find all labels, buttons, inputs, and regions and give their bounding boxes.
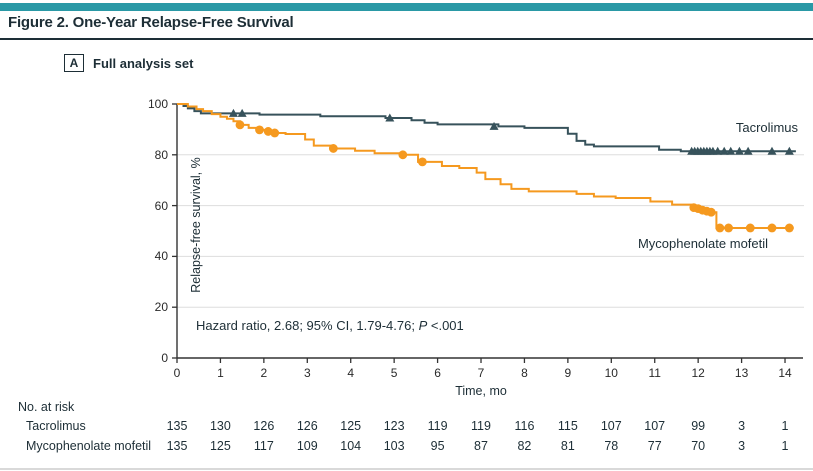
x-tick-label: 0 — [173, 366, 181, 380]
curve-label-tacrolimus: Tacrolimus — [735, 120, 798, 135]
censor-mark-circle — [255, 125, 264, 135]
y-axis-title: Relapse-free survival, % — [189, 157, 203, 293]
risk-count: 3 — [738, 439, 746, 453]
censor-mark-circle — [270, 128, 280, 138]
x-tick-label: 7 — [477, 366, 485, 380]
risk-count: 87 — [474, 439, 488, 453]
y-tick-label: 100 — [147, 97, 168, 111]
censor-mark-triangle — [726, 146, 736, 155]
y-tick-label: 60 — [154, 198, 168, 213]
risk-count: 119 — [427, 419, 448, 433]
risk-count: 116 — [514, 419, 535, 433]
censor-mark-circle — [715, 223, 725, 233]
risk-count: 81 — [560, 439, 575, 453]
censor-mark-circle — [417, 157, 427, 167]
censor-mark-circle — [706, 207, 716, 217]
top-accent-bar — [0, 3, 813, 11]
risk-count: 115 — [557, 419, 578, 433]
risk-count: 125 — [340, 419, 362, 433]
panel-label: Full analysis set — [93, 55, 194, 71]
risk-count: 99 — [691, 419, 706, 433]
risk-count: 70 — [691, 439, 706, 453]
risk-count: 78 — [604, 439, 619, 453]
series-mycophenolate-mofetil — [177, 103, 794, 233]
curve-label-mycophenolate: Mycophenolate mofetil — [637, 236, 769, 251]
x-tick-label: 9 — [564, 366, 572, 380]
x-tick-label: 14 — [778, 366, 792, 380]
risk-count: 82 — [517, 439, 532, 453]
risk-row-label-tacrolimus: Tacrolimus — [26, 419, 86, 433]
censor-mark-triangle — [489, 121, 499, 130]
censor-mark-triangle — [743, 146, 753, 155]
risk-table-header: No. at risk — [18, 400, 75, 414]
hazard-text: Hazard ratio, 2.68; 95% CI, 1.79-4.76; — [196, 318, 419, 333]
censor-mark-triangle — [734, 146, 744, 155]
censor-mark-circle — [767, 223, 777, 233]
censor-mark-circle — [745, 223, 755, 233]
x-tick-label: 2 — [260, 366, 268, 380]
x-tick-label: 1 — [217, 366, 224, 380]
censor-mark-triangle — [237, 108, 247, 117]
censor-mark-triangle — [784, 146, 794, 155]
risk-count: 135 — [166, 439, 188, 453]
title-divider — [0, 38, 813, 40]
axes — [172, 103, 803, 363]
risk-count: 119 — [471, 419, 491, 433]
risk-count: 126 — [296, 419, 318, 433]
y-tick-label: 0 — [161, 351, 168, 365]
x-tick-label: 6 — [434, 366, 441, 380]
x-tick-label: 12 — [691, 366, 705, 380]
x-tick-label: 8 — [521, 366, 528, 380]
censor-mark-triangle — [719, 146, 729, 155]
x-tick-label: 11 — [648, 366, 661, 380]
censor-mark-triangle — [713, 146, 723, 155]
censor-mark-circle — [328, 144, 338, 153]
censor-mark-triangle — [767, 146, 777, 155]
gridlines — [177, 154, 804, 308]
risk-count: 1 — [781, 439, 789, 453]
risk-count: 125 — [209, 439, 231, 453]
risk-count: 77 — [647, 439, 662, 453]
x-tick-label: 4 — [347, 366, 355, 380]
figure-title: Figure 2. One-Year Relapse-Free Survival — [8, 14, 294, 31]
panel-letter-badge: A — [64, 54, 84, 72]
y-tick-label: 40 — [154, 249, 168, 264]
risk-count: 1 — [781, 419, 789, 433]
x-axis-title: Time, mo — [455, 384, 507, 398]
risk-row-label-mycophenolate: Mycophenolate mofetil — [26, 439, 152, 453]
risk-count: 3 — [738, 419, 746, 433]
risk-count: 117 — [253, 439, 274, 453]
risk-count: 107 — [600, 419, 622, 433]
x-tick-label: 13 — [734, 366, 749, 380]
x-tick-label: 5 — [390, 366, 398, 380]
x-tick-label: 3 — [303, 366, 311, 380]
y-tick-label: 20 — [154, 300, 168, 315]
risk-count: 135 — [166, 419, 188, 433]
p-value: <.001 — [427, 318, 464, 333]
censor-mark-circle — [398, 150, 408, 160]
risk-count: 109 — [296, 439, 318, 453]
bottom-divider — [0, 468, 813, 470]
hazard-ratio-annotation: Hazard ratio, 2.68; 95% CI, 1.79-4.76; P… — [196, 318, 464, 333]
risk-count: 103 — [383, 439, 405, 453]
panel-header: A Full analysis set — [64, 54, 193, 72]
risk-count: 107 — [644, 419, 666, 433]
x-tick-label: 10 — [604, 366, 618, 380]
censor-mark-triangle — [385, 113, 395, 122]
censor-mark-circle — [235, 120, 245, 130]
p-symbol: P — [418, 318, 428, 333]
risk-count: 130 — [209, 419, 231, 433]
risk-count: 123 — [383, 419, 405, 433]
risk-count: 126 — [253, 419, 275, 433]
censor-mark-circle — [724, 223, 733, 233]
risk-count: 95 — [430, 439, 445, 453]
risk-count: 104 — [340, 439, 362, 453]
series-tacrolimus — [177, 103, 796, 155]
censor-mark-circle — [784, 223, 794, 233]
y-tick-label: 80 — [154, 147, 168, 162]
censor-mark-triangle — [228, 108, 238, 117]
